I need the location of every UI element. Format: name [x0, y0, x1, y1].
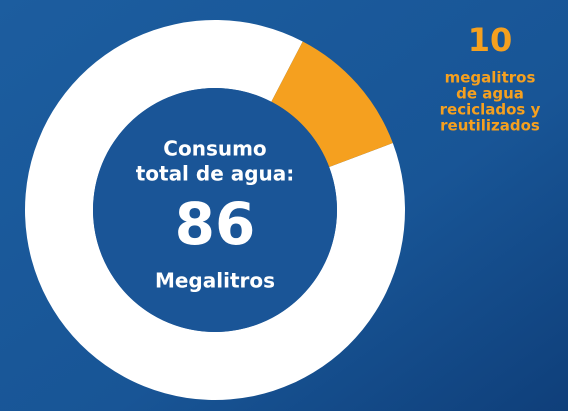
segment-value: 10	[468, 21, 513, 59]
page: Consumo total de agua: 86 Megalitros 10 …	[0, 0, 568, 411]
center-title: total de agua:	[136, 162, 295, 186]
segment-label-line: reutilizados	[440, 117, 540, 135]
chart: Consumo total de agua: 86 Megalitros 10 …	[0, 0, 568, 411]
center-title: Consumo	[163, 137, 266, 161]
center-value: 86	[175, 190, 256, 258]
center-unit: Megalitros	[155, 269, 275, 293]
